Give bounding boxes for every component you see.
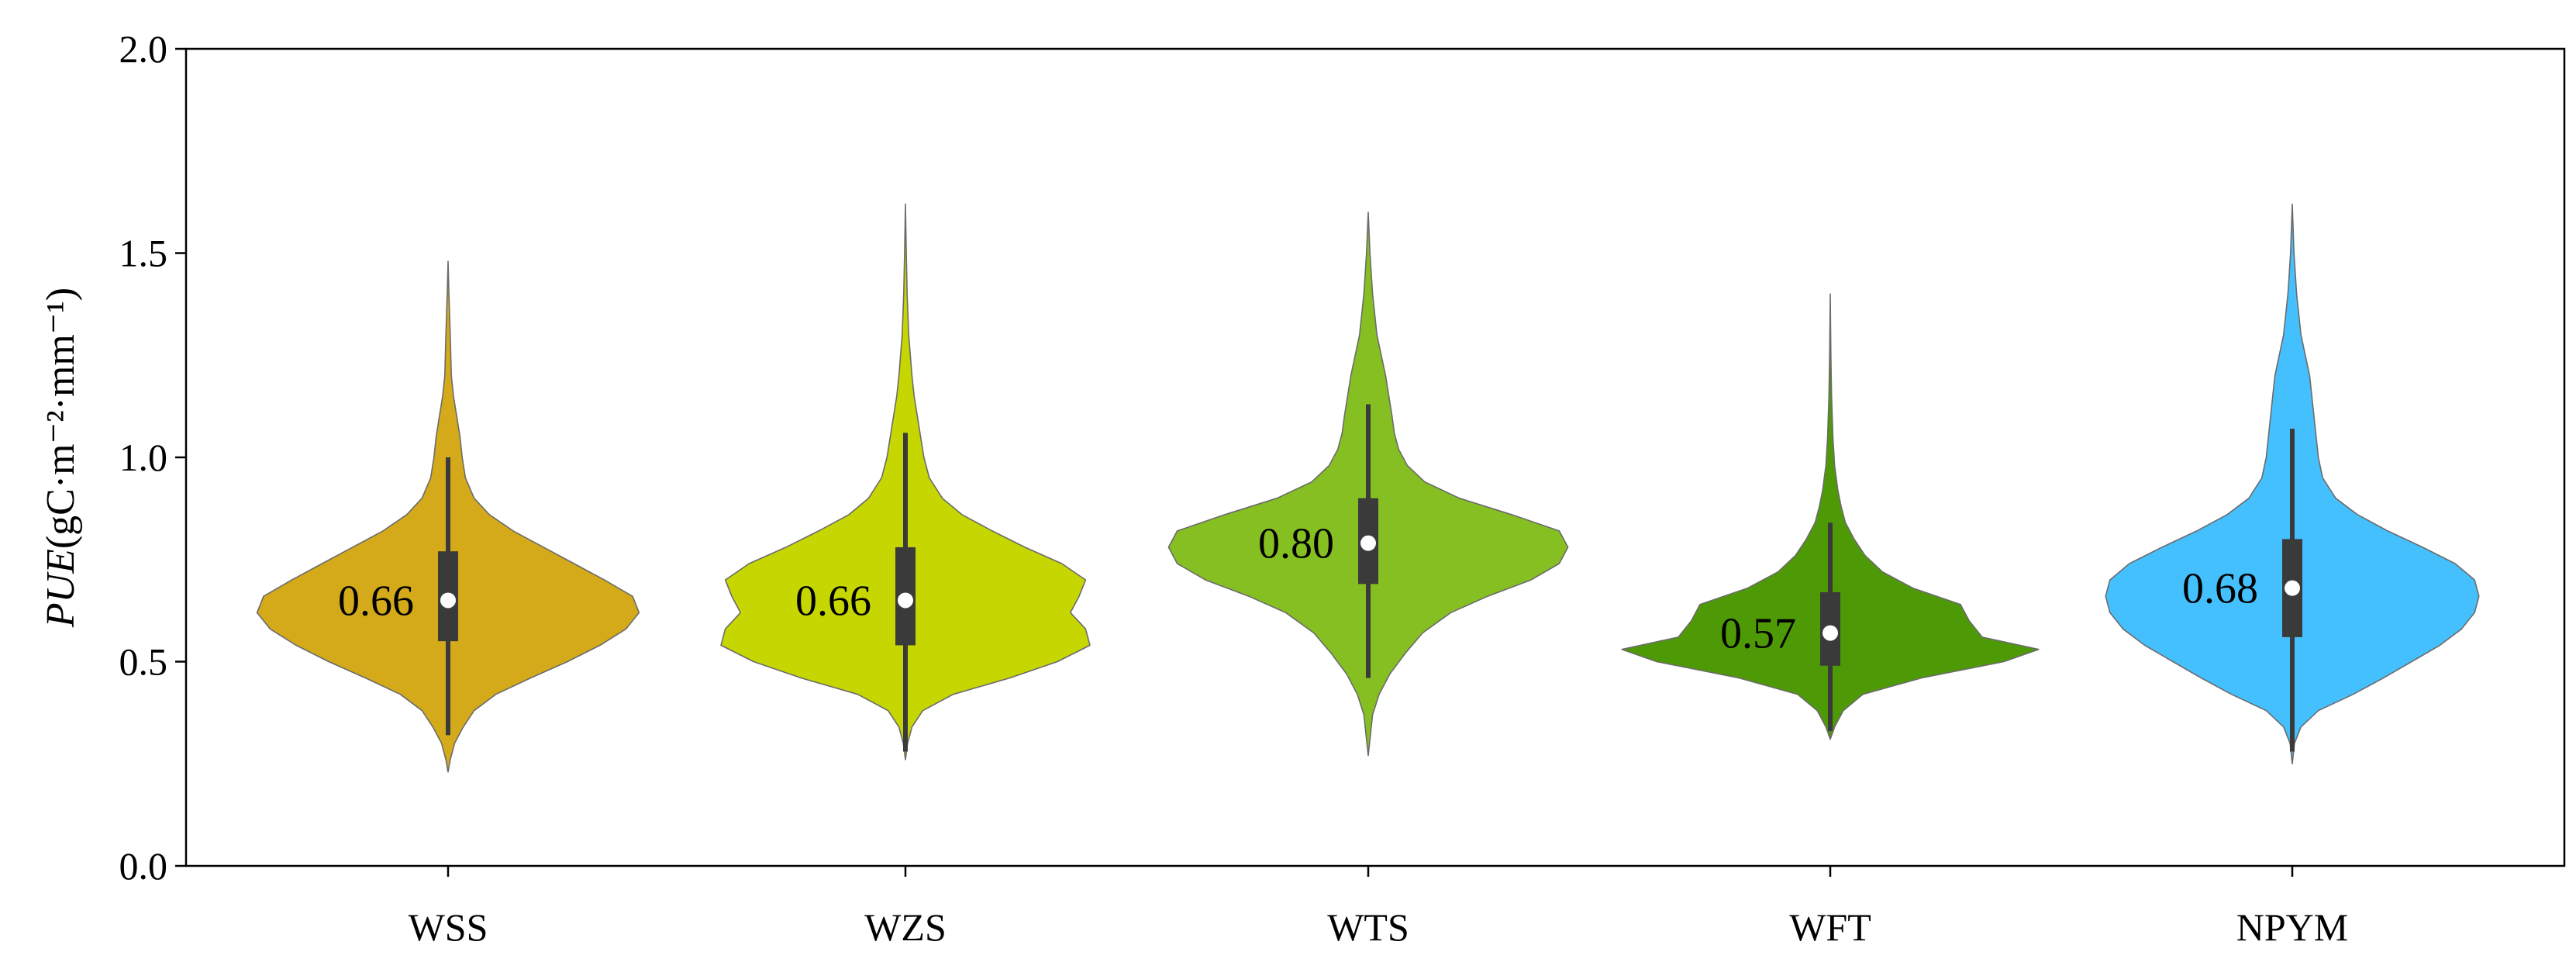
y-tick-label: 0.0 [119,844,168,888]
violin-median-label: 0.66 [338,577,414,625]
y-axis-label-unit: (gC·m⁻²·mm⁻¹) [39,288,83,549]
violin-wzs: 0.66 [720,203,1091,760]
y-axis: 0.0 0.5 1.0 1.5 2.0 [119,27,186,888]
y-axis-label: PUE(gC·m⁻²·mm⁻¹) [39,288,83,628]
violin-median-dot [1823,625,1838,641]
violin-wts: 0.80 [1167,212,1569,757]
x-tick-label: WFT [1789,905,1871,949]
y-tick-label: 0.5 [119,640,168,684]
violin-median-label: 0.66 [795,577,871,625]
violin-median-label: 0.80 [1258,520,1334,568]
violin-wft: 0.57 [1621,293,2040,740]
x-tick-label: WZS [864,905,947,949]
violin-median-label: 0.57 [1720,610,1796,658]
violin-median-label: 0.68 [2182,565,2258,613]
y-tick-label: 2.0 [119,27,168,71]
violin-npym: 0.68 [2105,203,2480,765]
violin-body [1621,293,2040,740]
x-tick-label: WSS [409,905,488,949]
y-tick-label: 1.5 [119,232,168,275]
violins-layer: 0.66 0.66 0.80 0.57 0.68 [256,203,2480,773]
violin-median-dot [440,592,456,609]
x-tick-label: WTS [1327,905,1409,949]
violin-median-dot [898,592,913,609]
x-axis: WSS WZS WTS WFT NPYM [409,866,2348,949]
violin-median-dot [1360,535,1376,551]
violin-wss: 0.66 [256,260,640,773]
violin-median-dot [2285,580,2300,596]
y-axis-label-main: PUE [39,549,83,628]
x-tick-label: NPYM [2236,905,2348,949]
y-tick-label: 1.0 [119,436,168,479]
